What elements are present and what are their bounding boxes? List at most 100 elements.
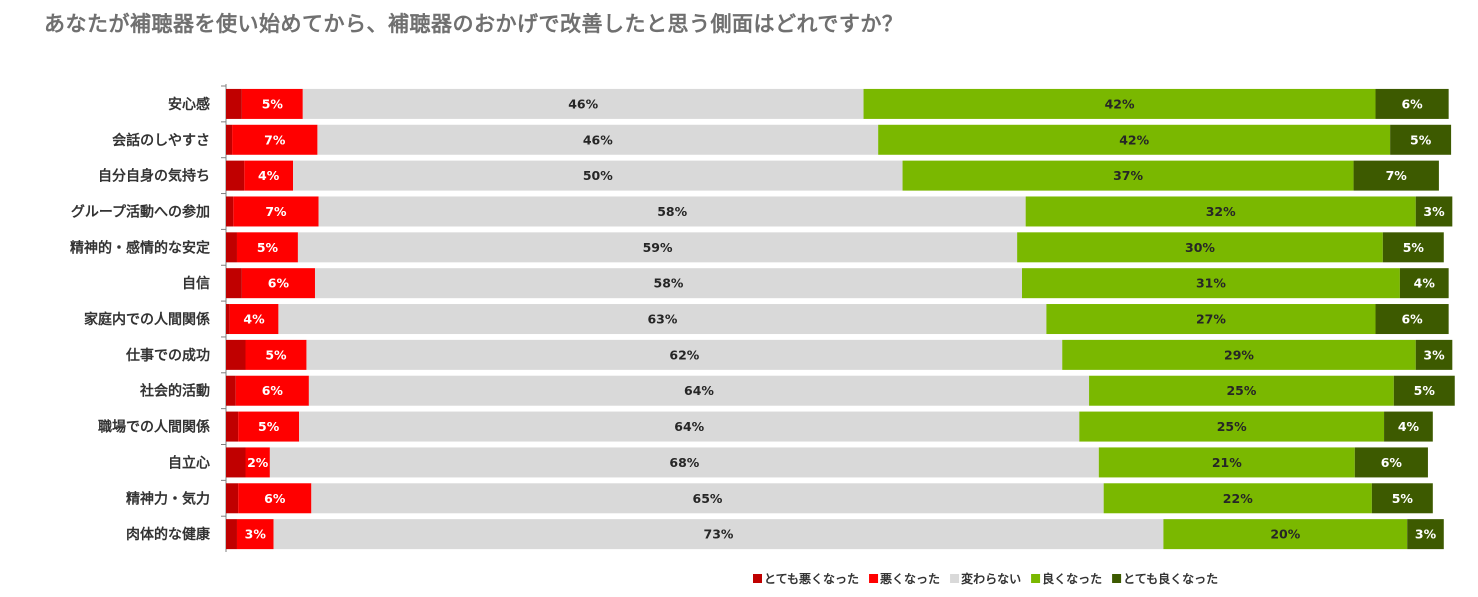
bar-segment xyxy=(1062,339,1416,370)
bar-segment xyxy=(902,160,1354,191)
bar-segment xyxy=(317,124,879,155)
data-label: 58% xyxy=(654,276,684,291)
legend-swatch xyxy=(1112,574,1122,583)
bar-segment xyxy=(241,88,303,119)
data-label: 37% xyxy=(1113,168,1143,183)
bar-segment xyxy=(1390,124,1452,155)
data-label: 31% xyxy=(1196,276,1226,291)
bar-segment xyxy=(232,124,318,155)
data-label: 5% xyxy=(1410,132,1432,147)
data-label: 64% xyxy=(684,383,714,398)
legend-label: 良くなった xyxy=(1042,571,1102,586)
bar-segment xyxy=(269,447,1099,478)
bar-segment xyxy=(1103,483,1372,514)
bar-segment xyxy=(235,375,309,406)
bar-segment xyxy=(299,411,1080,442)
data-label: 5% xyxy=(265,347,287,362)
data-label: 4% xyxy=(258,168,280,183)
bar-segment xyxy=(1382,232,1444,263)
data-label: 6% xyxy=(1401,312,1423,327)
bar-segment xyxy=(1163,519,1408,550)
data-label: 62% xyxy=(669,347,699,362)
data-label: 5% xyxy=(262,96,284,111)
category-label: グループ活動への参加 xyxy=(71,203,210,220)
bar-segment xyxy=(1079,411,1385,442)
legend-label: 変わらない xyxy=(961,571,1021,586)
data-label: 65% xyxy=(693,491,723,506)
bar-segment xyxy=(278,304,1047,335)
data-label: 46% xyxy=(583,132,613,147)
data-label: 2% xyxy=(247,455,269,470)
data-label: 64% xyxy=(674,419,704,434)
data-label: 4% xyxy=(243,312,265,327)
data-label: 63% xyxy=(647,312,677,327)
data-label: 4% xyxy=(1398,419,1420,434)
bar-segment xyxy=(1371,483,1433,514)
bar-segment xyxy=(226,124,233,155)
category-label: 自分自身の気持ち xyxy=(98,168,210,185)
bar-segment xyxy=(297,232,1018,263)
legend-label: とても悪くなった xyxy=(764,572,859,586)
legend-swatch xyxy=(950,574,960,583)
bar-segment xyxy=(245,339,307,370)
data-label: 6% xyxy=(264,491,286,506)
bar-segment xyxy=(1017,232,1383,263)
legend-swatch xyxy=(1031,574,1041,583)
data-label: 25% xyxy=(1226,383,1256,398)
bar-segment xyxy=(226,160,245,191)
data-label: 59% xyxy=(643,240,673,255)
bar-segment xyxy=(241,268,315,299)
data-label: 5% xyxy=(1403,240,1425,255)
data-label: 5% xyxy=(257,240,279,255)
bar-segment xyxy=(226,304,230,335)
category-label: 社会的活動 xyxy=(139,383,210,400)
bar-segment xyxy=(311,483,1104,514)
bar-segment xyxy=(226,268,242,299)
bar-segment xyxy=(1025,196,1416,227)
bar-segment xyxy=(1375,304,1449,335)
category-label: 会話のしやすさ xyxy=(112,132,210,149)
data-label: 22% xyxy=(1223,491,1253,506)
chart-title: あなたが補聴器を使い始めてから、補聴器のおかげで改善したと思う側面はどれですか？ xyxy=(44,12,904,36)
bar-segment xyxy=(306,339,1063,370)
bar-segment xyxy=(1089,375,1394,406)
category-label: 自立心 xyxy=(168,454,210,471)
bar-segment xyxy=(244,160,294,191)
bar-segment xyxy=(293,160,903,191)
data-label: 21% xyxy=(1212,455,1242,470)
bar-segment xyxy=(236,519,274,550)
bar-segment xyxy=(1415,339,1453,370)
bar-segment xyxy=(1393,375,1455,406)
bar-segment xyxy=(229,304,279,335)
bar-segment xyxy=(1415,196,1453,227)
category-label: 自信 xyxy=(182,275,210,292)
data-label: 7% xyxy=(265,204,287,219)
data-label: 50% xyxy=(583,168,613,183)
bar-segment xyxy=(226,339,246,370)
bar-segment xyxy=(233,196,319,227)
bar-segment xyxy=(1384,411,1433,442)
data-label: 32% xyxy=(1206,204,1236,219)
legend-swatch xyxy=(869,574,879,583)
category-label: 家庭内での人間関係 xyxy=(84,311,210,328)
bar-segment xyxy=(226,232,237,263)
bar-segment xyxy=(1399,268,1449,299)
bar-segment xyxy=(308,375,1090,406)
data-label: 3% xyxy=(1423,204,1445,219)
bar-segment xyxy=(226,519,237,550)
data-label: 5% xyxy=(258,419,280,434)
data-label: 46% xyxy=(568,96,598,111)
bar-segment xyxy=(1022,268,1400,299)
data-label: 58% xyxy=(657,204,687,219)
legend-label: とても良くなった xyxy=(1123,571,1218,586)
bar-segment xyxy=(878,124,1391,155)
data-label: 20% xyxy=(1270,527,1300,542)
data-label: 5% xyxy=(1414,383,1436,398)
legend-swatch xyxy=(753,574,762,583)
category-label: 精神的・感情的な安定 xyxy=(70,239,210,256)
bar-segment xyxy=(226,375,236,406)
bar-segment xyxy=(226,196,234,227)
category-label: 安心感 xyxy=(168,96,210,113)
bar-segment xyxy=(226,411,239,442)
